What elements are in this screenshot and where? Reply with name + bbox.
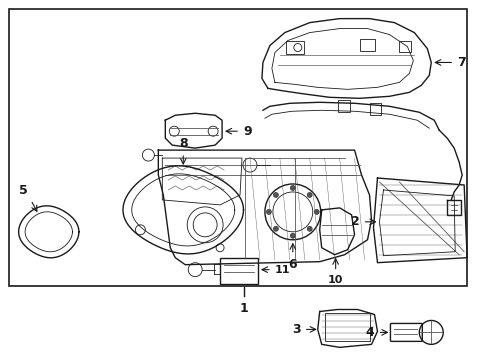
Circle shape	[290, 185, 295, 190]
Circle shape	[314, 210, 319, 214]
Text: 8: 8	[179, 137, 187, 150]
Text: 2: 2	[350, 215, 359, 228]
Circle shape	[266, 210, 271, 214]
Circle shape	[306, 193, 311, 198]
Text: 4: 4	[365, 326, 374, 339]
Bar	[9, 9, 466, 285]
FancyBboxPatch shape	[389, 323, 422, 341]
Text: 1: 1	[239, 302, 248, 315]
Text: 9: 9	[243, 125, 251, 138]
Bar	[399, 41, 410, 53]
Circle shape	[306, 226, 311, 231]
Circle shape	[273, 226, 278, 231]
Text: 10: 10	[327, 275, 343, 285]
Bar	[324, 314, 369, 341]
Bar	[285, 41, 303, 54]
Bar	[369, 103, 381, 115]
Circle shape	[290, 233, 295, 238]
Text: 3: 3	[291, 323, 300, 336]
Bar	[359, 39, 375, 50]
Circle shape	[273, 193, 278, 198]
Text: 7: 7	[456, 56, 465, 69]
Text: 5: 5	[19, 184, 28, 197]
FancyBboxPatch shape	[220, 258, 258, 284]
Text: 6: 6	[288, 258, 297, 271]
Text: 11: 11	[274, 265, 290, 275]
Bar	[337, 100, 349, 112]
